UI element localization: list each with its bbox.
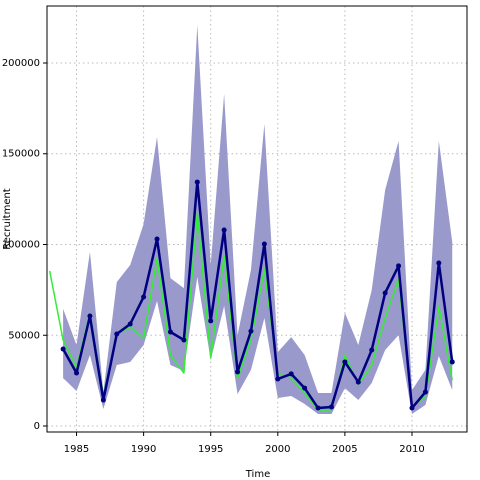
data-point bbox=[154, 236, 160, 242]
y-tick-label: 50000 bbox=[8, 330, 40, 341]
data-point bbox=[275, 376, 281, 382]
x-tick-label: 2005 bbox=[332, 444, 357, 455]
data-point bbox=[409, 405, 415, 411]
series-line bbox=[62, 180, 454, 410]
data-point bbox=[342, 359, 348, 365]
data-point bbox=[369, 347, 375, 353]
y-axis-label: Recruitment bbox=[2, 188, 13, 250]
data-point bbox=[87, 313, 93, 319]
data-point bbox=[181, 337, 187, 343]
data-point bbox=[449, 359, 455, 365]
data-point bbox=[248, 328, 254, 334]
data-point bbox=[141, 294, 147, 300]
x-tick-label: 1990 bbox=[131, 444, 156, 455]
y-tick-label: 100000 bbox=[2, 240, 40, 251]
plot-frame bbox=[46, 5, 468, 433]
data-point bbox=[60, 346, 66, 352]
data-point bbox=[422, 389, 428, 395]
x-tick-label: 1985 bbox=[64, 444, 89, 455]
confidence-band bbox=[63, 24, 453, 415]
y-tick-label: 200000 bbox=[2, 58, 40, 69]
data-point bbox=[288, 371, 294, 377]
x-tick-label: 2010 bbox=[399, 444, 424, 455]
data-point bbox=[221, 227, 227, 233]
data-point bbox=[302, 385, 308, 391]
data-point bbox=[436, 260, 442, 266]
data-point bbox=[315, 405, 321, 411]
data-point bbox=[396, 263, 402, 269]
data-point bbox=[328, 404, 334, 410]
x-tick-label: 2000 bbox=[265, 444, 290, 455]
data-point bbox=[100, 397, 106, 403]
data-point bbox=[208, 318, 214, 324]
data-point bbox=[167, 329, 173, 335]
data-point bbox=[114, 331, 120, 337]
data-point bbox=[74, 370, 80, 376]
x-tick-label: 1995 bbox=[198, 444, 223, 455]
data-point bbox=[355, 379, 361, 385]
data-point bbox=[261, 241, 267, 247]
data-point bbox=[382, 290, 388, 296]
y-tick-label: 150000 bbox=[2, 149, 40, 160]
data-point bbox=[194, 179, 200, 185]
y-tick-label: 0 bbox=[34, 421, 40, 432]
x-axis-label: Time bbox=[245, 469, 270, 480]
data-point bbox=[127, 321, 133, 327]
data-point bbox=[235, 369, 241, 375]
